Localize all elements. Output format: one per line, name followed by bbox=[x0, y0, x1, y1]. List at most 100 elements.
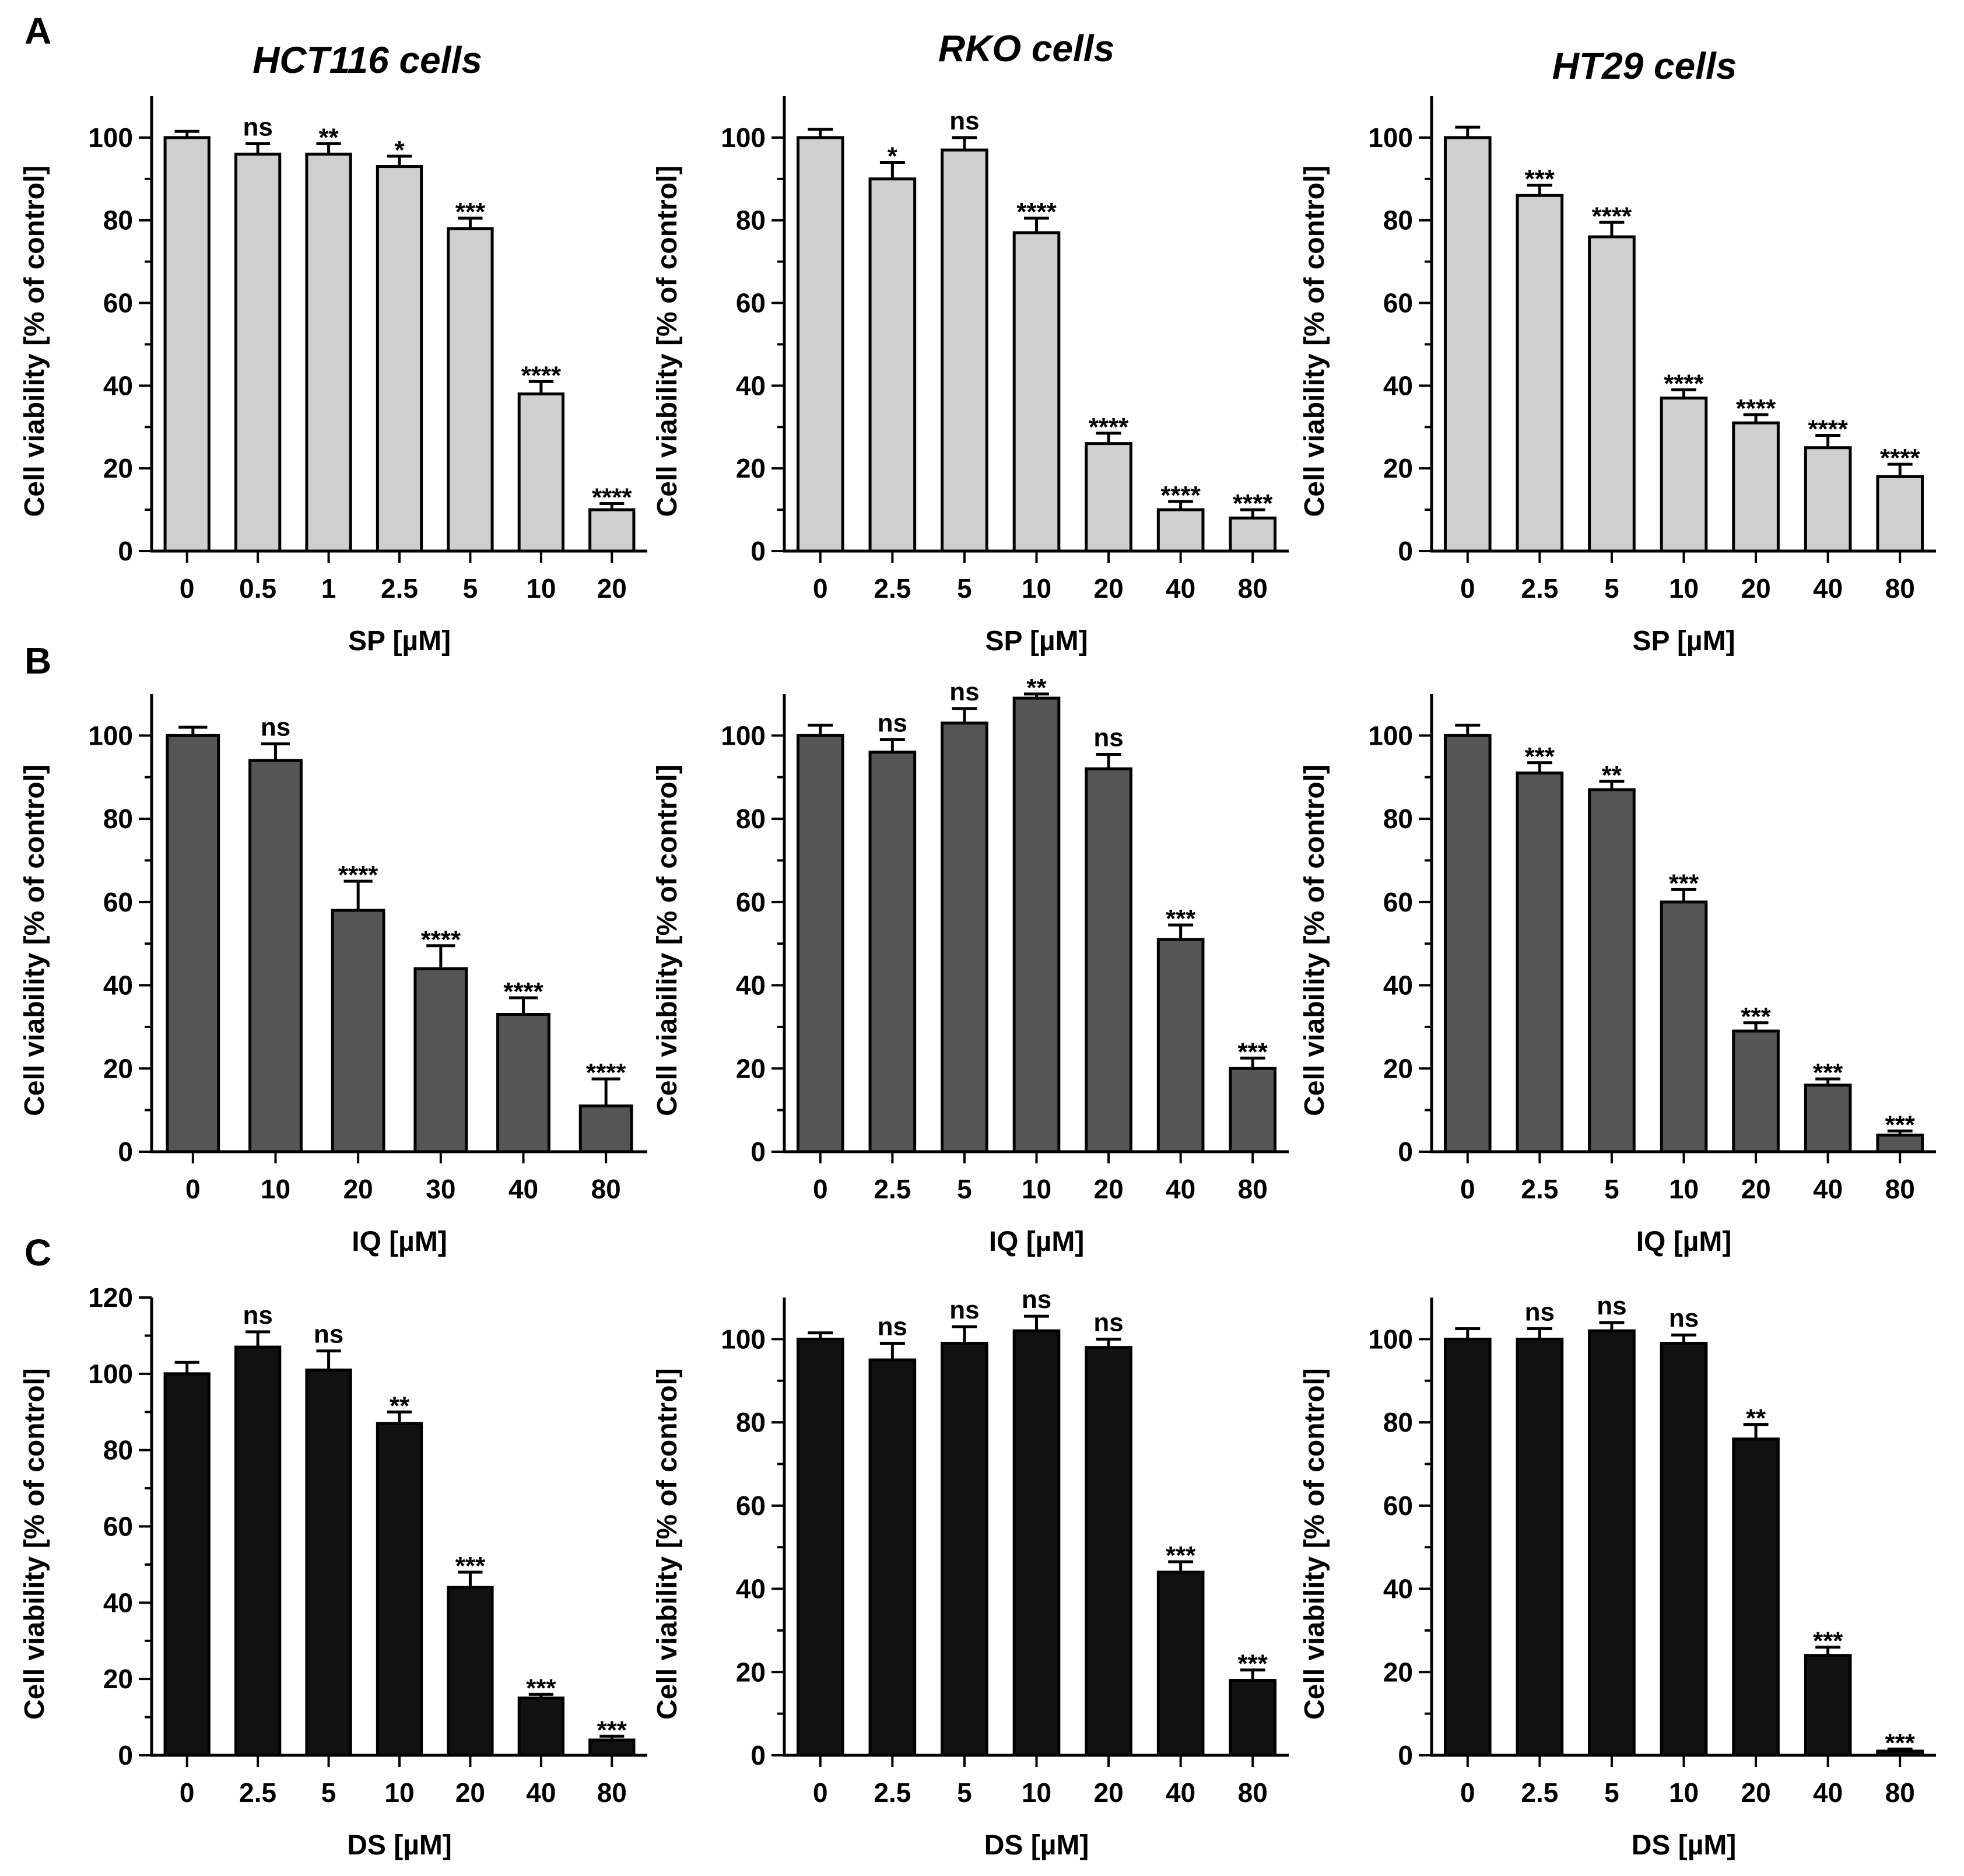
significance-label: **** bbox=[338, 861, 378, 889]
x-tick-label: 5 bbox=[957, 573, 972, 604]
significance-label: *** bbox=[1885, 1110, 1916, 1139]
bar bbox=[588, 508, 636, 553]
x-tick-label: 40 bbox=[1813, 1174, 1843, 1204]
bar bbox=[1516, 1337, 1564, 1757]
bar bbox=[517, 392, 565, 553]
x-tick-label: 20 bbox=[1093, 573, 1123, 604]
bar bbox=[1588, 235, 1636, 553]
bar bbox=[1660, 397, 1708, 553]
x-tick-label: 5 bbox=[957, 1174, 972, 1204]
y-axis-label: Cell viability [% of control] bbox=[1299, 166, 1330, 517]
x-tick-label: 40 bbox=[1166, 1174, 1195, 1204]
y-tick-label: 20 bbox=[103, 453, 133, 483]
bar bbox=[941, 1342, 988, 1757]
significance-label: *** bbox=[455, 198, 486, 226]
significance-label: **** bbox=[1089, 413, 1129, 441]
bar bbox=[1732, 1437, 1780, 1757]
bar bbox=[941, 721, 988, 1153]
bar bbox=[413, 967, 468, 1153]
y-axis-label: Cell viability [% of control] bbox=[652, 1368, 683, 1720]
significance-label: *** bbox=[1885, 1728, 1916, 1757]
y-axis-label: Cell viability [% of control] bbox=[19, 1368, 50, 1720]
x-tick-label: 0 bbox=[1460, 1777, 1475, 1808]
title-rko: RKO cells bbox=[938, 27, 1114, 69]
bar bbox=[248, 759, 303, 1153]
bar bbox=[163, 136, 211, 553]
y-tick-label: 20 bbox=[103, 1053, 133, 1083]
significance-label: ns bbox=[243, 113, 272, 142]
significance-label: ns bbox=[949, 678, 979, 706]
x-tick-label: 10 bbox=[1022, 1777, 1051, 1808]
x-tick-label: 5 bbox=[1604, 1777, 1619, 1808]
bar bbox=[868, 1358, 917, 1757]
x-axis-label: IQ [µM] bbox=[352, 1226, 447, 1257]
bar bbox=[1804, 446, 1852, 553]
x-axis-label: IQ [µM] bbox=[1636, 1226, 1732, 1257]
x-tick-label: 5 bbox=[1604, 573, 1619, 604]
y-tick-label: 60 bbox=[736, 288, 766, 318]
y-tick-label: 40 bbox=[1383, 370, 1413, 401]
significance-label: *** bbox=[526, 1674, 556, 1702]
x-tick-label: 2.5 bbox=[1521, 1174, 1558, 1204]
bar bbox=[331, 909, 385, 1153]
x-tick-label: 40 bbox=[526, 1777, 556, 1808]
x-axis-label: SP [µM] bbox=[1632, 626, 1735, 657]
significance-label: **** bbox=[1808, 415, 1848, 443]
x-tick-label: 0.5 bbox=[239, 573, 276, 604]
x-tick-label: 5 bbox=[463, 573, 478, 604]
significance-label: **** bbox=[1880, 444, 1920, 472]
panel-letter-c: C bbox=[24, 1232, 51, 1274]
bar bbox=[517, 1696, 565, 1757]
y-tick-label: 40 bbox=[736, 370, 766, 401]
y-tick-label: 20 bbox=[1383, 1657, 1413, 1687]
y-tick-label: 0 bbox=[1398, 536, 1413, 566]
significance-label: ns bbox=[314, 1320, 343, 1349]
bar bbox=[1229, 516, 1277, 553]
bar bbox=[868, 177, 917, 553]
x-tick-label: 80 bbox=[1238, 1174, 1268, 1204]
bar bbox=[1012, 231, 1061, 553]
significance-label: ** bbox=[318, 124, 339, 152]
y-tick-label: 80 bbox=[1383, 1407, 1413, 1437]
significance-label: * bbox=[888, 142, 898, 170]
bar bbox=[1443, 1337, 1492, 1757]
bar bbox=[1156, 1570, 1205, 1757]
y-tick-label: 20 bbox=[736, 1053, 766, 1083]
bar bbox=[305, 1368, 352, 1757]
x-tick-label: 0 bbox=[180, 1777, 195, 1808]
bar bbox=[496, 1013, 550, 1153]
x-tick-label: 10 bbox=[526, 573, 556, 604]
significance-label: **** bbox=[1160, 481, 1201, 510]
y-tick-label: 40 bbox=[103, 370, 133, 401]
bar bbox=[868, 751, 917, 1153]
bar bbox=[1012, 1329, 1061, 1757]
x-tick-label: 20 bbox=[343, 1174, 373, 1204]
x-tick-label: 10 bbox=[1669, 573, 1699, 604]
bar bbox=[796, 136, 844, 553]
bar bbox=[1876, 475, 1924, 553]
bar bbox=[1156, 938, 1205, 1153]
significance-label: **** bbox=[1736, 394, 1776, 423]
x-tick-label: 40 bbox=[1813, 573, 1843, 604]
x-tick-label: 80 bbox=[597, 1777, 627, 1808]
y-tick-label: 80 bbox=[103, 205, 133, 236]
x-tick-label: 0 bbox=[180, 573, 195, 604]
x-tick-label: 2.5 bbox=[381, 573, 418, 604]
significance-label: *** bbox=[1166, 1541, 1196, 1570]
significance-label: ** bbox=[1746, 1404, 1766, 1433]
bar bbox=[1085, 1346, 1132, 1757]
x-tick-label: 30 bbox=[426, 1174, 455, 1204]
x-tick-label: 0 bbox=[1460, 1174, 1475, 1204]
bar bbox=[1804, 1083, 1852, 1153]
y-tick-label: 0 bbox=[750, 1740, 766, 1770]
significance-label: * bbox=[394, 136, 405, 164]
y-tick-label: 60 bbox=[1383, 288, 1413, 318]
bar bbox=[234, 152, 282, 553]
bar bbox=[1012, 696, 1061, 1153]
x-tick-label: 10 bbox=[1669, 1777, 1699, 1808]
